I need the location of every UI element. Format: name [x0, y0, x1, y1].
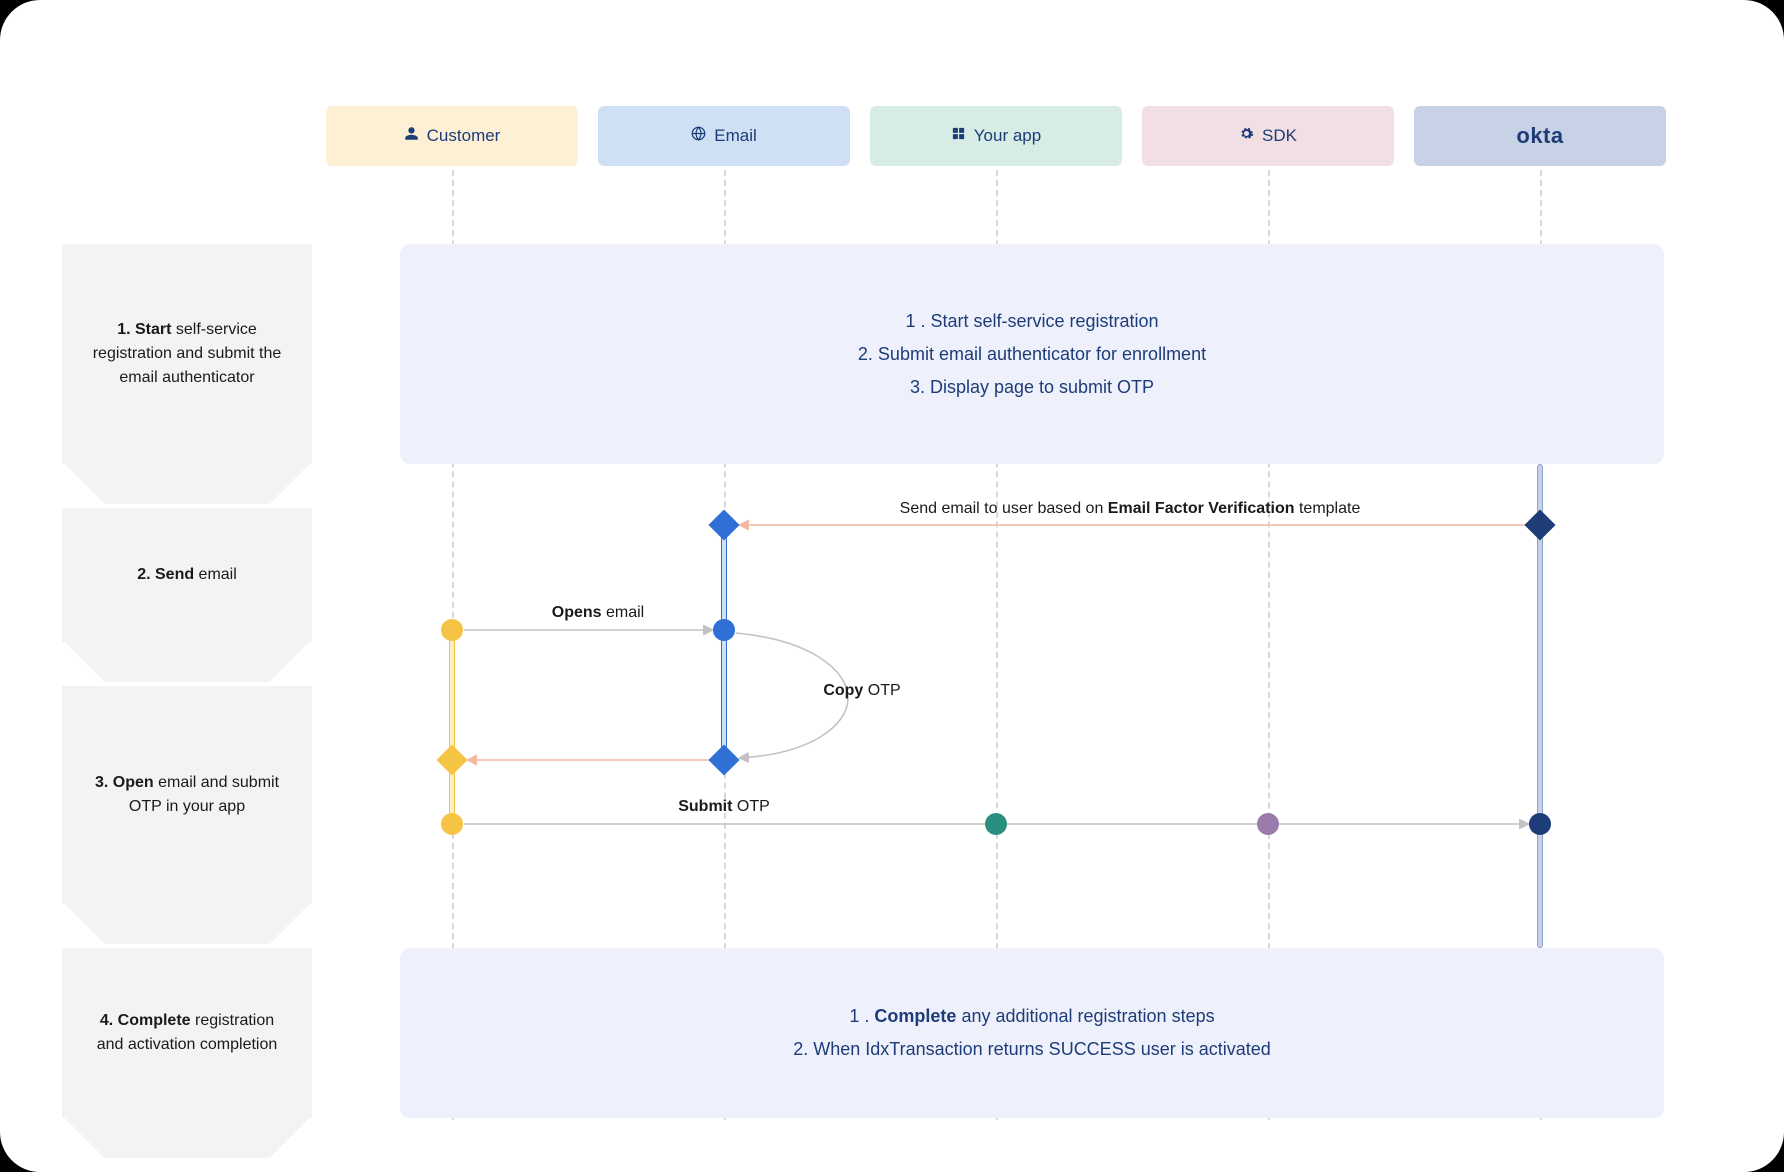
step-chevron-1	[62, 464, 312, 504]
node-n_email_d1	[708, 509, 739, 540]
node-n_cust_c2	[441, 813, 463, 835]
lane-header-email: Email	[598, 106, 850, 166]
lane-header-okta: okta	[1414, 106, 1666, 166]
user-icon	[404, 126, 419, 146]
node-n_email_d2	[708, 744, 739, 775]
summary-line: 2. Submit email authenticator for enroll…	[858, 344, 1206, 365]
lane-label: SDK	[1262, 126, 1297, 146]
app-icon	[951, 126, 966, 146]
node-n_app_c1	[985, 813, 1007, 835]
step-box-1: 1. Start self-service registration and s…	[62, 244, 312, 464]
arrow-label-a2: Opens email	[552, 604, 644, 622]
arrow-label-a3: Copy OTP	[823, 682, 900, 700]
summary-line: 2. When IdxTransaction returns SUCCESS u…	[793, 1039, 1271, 1060]
node-n_sdk_c1	[1257, 813, 1279, 835]
arrow-label-a5: Submit OTP	[678, 798, 770, 816]
step-text: 1. Start self-service registration and s…	[90, 318, 284, 390]
lane-label: Your app	[974, 126, 1041, 146]
step-box-2: 2. Send email	[62, 508, 312, 642]
summary-box-1: 1 . Start self-service registration 2. Su…	[400, 244, 1664, 464]
step-chevron-4	[62, 1118, 312, 1158]
lane-header-sdk: SDK	[1142, 106, 1394, 166]
lane-header-customer: Customer	[326, 106, 578, 166]
step-text: 4. Complete registration and activation …	[90, 1009, 284, 1057]
step-box-4: 4. Complete registration and activation …	[62, 948, 312, 1118]
summary-line: 1 . Complete any additional registration…	[849, 1006, 1214, 1027]
node-n_okta_c1	[1529, 813, 1551, 835]
lifeline-customer	[449, 630, 455, 824]
node-n_email_c1	[713, 619, 735, 641]
lane-label: Email	[714, 126, 757, 146]
summary-box-2: 1 . Complete any additional registration…	[400, 948, 1664, 1118]
lane-label: Customer	[427, 126, 501, 146]
node-n_cust_d1	[436, 744, 467, 775]
okta-logo: okta	[1516, 123, 1563, 149]
node-n_okta_d1	[1524, 509, 1555, 540]
diagram-canvas: Customer Email Your app SDK okta 1. Start se…	[0, 0, 1784, 1172]
step-chevron-3	[62, 904, 312, 944]
step-box-3: 3. Open email and submit OTP in your app	[62, 686, 312, 904]
summary-line: 1 . Start self-service registration	[905, 311, 1158, 332]
arrow-label-a1: Send email to user based on Email Factor…	[900, 500, 1361, 518]
step-chevron-2	[62, 642, 312, 682]
summary-line: 3. Display page to submit OTP	[910, 377, 1154, 398]
lane-header-yourapp: Your app	[870, 106, 1122, 166]
node-n_cust_c1	[441, 619, 463, 641]
step-text: 2. Send email	[137, 563, 237, 587]
globe-icon	[691, 126, 706, 146]
step-text: 3. Open email and submit OTP in your app	[90, 771, 284, 819]
gear-icon	[1239, 126, 1254, 146]
